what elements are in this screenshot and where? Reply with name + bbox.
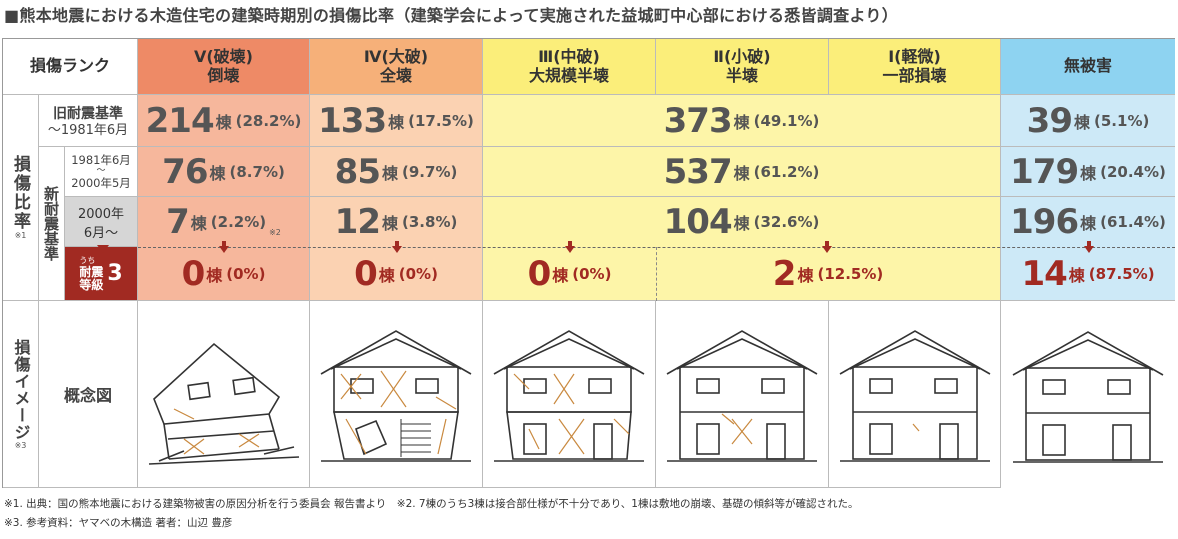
old-none-value: 39 棟 (5.1%) (1001, 95, 1175, 147)
damage-ratio-label: 損傷比率 ※1 (3, 95, 39, 301)
arrow-severe-icon (392, 246, 402, 253)
header-col-slight: Ⅰ(軽微) 一部損壊 (829, 39, 1001, 95)
g3-severe-value: 0 棟 (0%) (310, 247, 483, 301)
old-standard-label: 旧耐震基準 ～1981年6月 (39, 95, 138, 147)
period-1981-2000-label: 1981年6月 ～ 2000年5月 (65, 147, 138, 197)
g3-minor-value: 2 棟 (12.5%) (656, 247, 1001, 301)
seismic-grade3-label: うち 耐震 等級 3 (65, 247, 138, 301)
footnote-3: ※3. 参考資料：ヤマベの木構造 著者：山辺 豊彦 (4, 517, 233, 529)
damage-table: 損傷ランク Ⅴ(破壊) 倒壊 Ⅳ(大破) 全壊 Ⅲ(中破) 大規模半壊 Ⅱ(小破) 半壊… (2, 38, 1175, 488)
arrow-none-icon (1084, 246, 1094, 253)
old-moderate-minor-value: 373 棟 (49.1%) (483, 95, 1001, 147)
footnote-1: ※1. 出典：国の熊本地震における建築物被害の原因分析を行う委員会 報告書より … (4, 498, 859, 510)
header-col-minor: Ⅱ(小破) 半壊 (656, 39, 829, 95)
arrow-stem-1 (222, 241, 226, 246)
p2-none-value: 196 棟 (61.4%) (1001, 197, 1175, 247)
old-collapse-value: 214 棟 (28.2%) (138, 95, 310, 147)
p2-severe-value: 12 棟 (3.8%) (310, 197, 483, 247)
arrow-moderate-icon (565, 246, 575, 253)
concept-label: 概念図 (39, 301, 138, 488)
page-title: ■熊本地震における木造住宅の建築時期別の損傷比率（建築学会によって実施された益城… (4, 6, 899, 25)
g3-none-value: 14 棟 (87.5%) (1001, 247, 1175, 301)
arrow-collapse-icon (219, 246, 229, 253)
house-slight-image (829, 301, 1001, 488)
grade3-down-arrow (97, 245, 109, 253)
p2-collapse-value: 7 棟 (2.2%) ※2 (138, 197, 310, 247)
header-col-severe: Ⅳ(大破) 全壊 (310, 39, 483, 95)
arrow-stem-4 (825, 241, 829, 246)
header-col-none: 無被害 (1001, 39, 1175, 95)
header-col-moderate: Ⅲ(中破) 大規模半壊 (483, 39, 656, 95)
p2-moderate-minor-value: 104 棟 (32.6%) (483, 197, 1001, 247)
g3-collapse-value: 0 棟 (0%) (138, 247, 310, 301)
arrow-stem-5 (1087, 241, 1091, 246)
p1-collapse-value: 76 棟 (8.7%) (138, 147, 310, 197)
p1-none-value: 179 棟 (20.4%) (1001, 147, 1175, 197)
house-none-image (1001, 301, 1175, 488)
header-col-collapse: Ⅴ(破壊) 倒壊 (138, 39, 310, 95)
house-moderate-image (483, 301, 656, 488)
arrow-minor-icon (822, 246, 832, 253)
grade3-dashed-divider (656, 247, 657, 301)
arrow-stem-3 (568, 241, 572, 246)
arrow-stem-2 (395, 241, 399, 246)
header-rank-label: 損傷ランク (3, 39, 138, 95)
period-2000-label: 2000年 6月～ (65, 197, 138, 247)
house-severe-image (310, 301, 483, 488)
new-standard-label: 新耐震基準 (39, 147, 65, 301)
g3-moderate-value: 0 棟 (0%) (483, 247, 656, 301)
house-minor-image (656, 301, 829, 488)
old-severe-value: 133 棟 (17.5%) (310, 95, 483, 147)
p1-severe-value: 85 棟 (9.7%) (310, 147, 483, 197)
damage-image-label: 損傷イメージ ※3 (3, 301, 39, 488)
house-collapse-image (138, 301, 310, 488)
p1-moderate-minor-value: 537 棟 (61.2%) (483, 147, 1001, 197)
